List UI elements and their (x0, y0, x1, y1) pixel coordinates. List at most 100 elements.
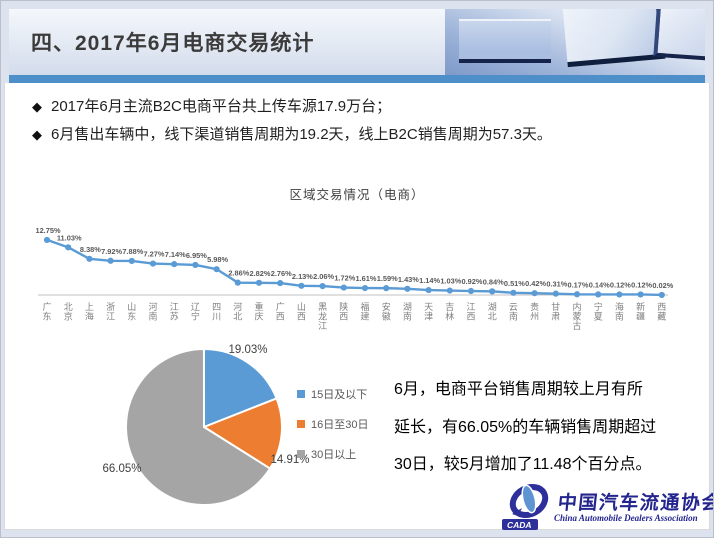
svg-text:黑龙江: 黑龙江 (318, 302, 327, 331)
svg-text:西藏: 西藏 (657, 302, 666, 322)
line-chart-title: 区域交易情况（电商） (289, 188, 425, 202)
legend-swatch (297, 390, 305, 398)
svg-text:福建: 福建 (360, 301, 369, 322)
svg-text:内蒙古: 内蒙古 (572, 301, 581, 331)
svg-text:11.03%: 11.03% (57, 233, 82, 242)
bullet-list: ◆ 2017年6月主流B2C电商平台共上传车源17.9万台； ◆ 6月售出车辆中，线… (32, 93, 672, 149)
logo-text-cn: 中国汽车流通协会 (556, 493, 714, 514)
svg-text:0.14%: 0.14% (589, 280, 610, 289)
svg-text:安徽: 安徽 (382, 301, 391, 322)
svg-text:0.17%: 0.17% (568, 280, 589, 289)
svg-text:0.12%: 0.12% (631, 280, 652, 289)
svg-text:0.42%: 0.42% (525, 279, 546, 288)
pie-legend: 15日及以下 16日至30日 30日以上 (297, 379, 368, 469)
svg-text:广西: 广西 (276, 301, 285, 322)
bullet-text: 6月售出车辆中，线下渠道销售周期为19.2天，线上B2C销售周期为57.3天。 (51, 126, 552, 143)
summary-line: 30日，较5月增加了11.48个百分点。 (394, 456, 652, 473)
svg-text:2.06%: 2.06% (313, 272, 334, 281)
svg-text:0.12%: 0.12% (610, 280, 631, 289)
diamond-icon: ◆ (32, 127, 42, 142)
svg-text:7.14%: 7.14% (165, 250, 186, 259)
svg-text:7.27%: 7.27% (144, 250, 165, 259)
svg-text:1.72%: 1.72% (334, 274, 355, 283)
svg-text:0.84%: 0.84% (483, 277, 504, 286)
svg-text:1.59%: 1.59% (377, 274, 398, 283)
legend-swatch (297, 450, 305, 458)
svg-text:5.98%: 5.98% (207, 255, 228, 264)
svg-text:0.31%: 0.31% (546, 280, 567, 289)
svg-text:6.95%: 6.95% (186, 251, 207, 260)
svg-text:重庆: 重庆 (254, 301, 263, 322)
logo-mark-text: CADA (507, 520, 532, 530)
svg-text:甘肃: 甘肃 (551, 301, 560, 322)
svg-text:山东: 山东 (127, 302, 136, 322)
page-title: 四、2017年6月电商交易统计 (31, 32, 315, 55)
legend-label: 16日至30日 (311, 419, 369, 431)
cube-icon (562, 9, 666, 68)
cada-logo-icon: CADA (502, 484, 549, 530)
svg-text:陕西: 陕西 (339, 301, 348, 322)
svg-text:8.38%: 8.38% (80, 245, 101, 254)
logo: CADA 中国汽车流通协会 China Automobile Dealers A… (500, 482, 714, 532)
svg-text:新疆: 新疆 (636, 301, 645, 322)
bullet-item: ◆ 6月售出车辆中，线下渠道销售周期为19.2天，线上B2C销售周期为57.3天。 (32, 121, 672, 149)
legend-item: 16日至30日 (297, 409, 368, 439)
svg-text:广东: 广东 (42, 301, 51, 322)
svg-text:7.92%: 7.92% (101, 247, 122, 256)
svg-text:河南: 河南 (148, 301, 157, 322)
svg-text:12.75%: 12.75% (35, 226, 60, 235)
summary-line: 6月，电商平台销售周期较上月有所 (394, 381, 643, 398)
svg-text:0.02%: 0.02% (652, 281, 673, 290)
svg-text:吉林: 吉林 (445, 302, 454, 322)
svg-text:2.86%: 2.86% (228, 269, 249, 278)
svg-text:2.13%: 2.13% (292, 272, 313, 281)
svg-text:2.76%: 2.76% (271, 269, 292, 278)
svg-text:贵州: 贵州 (530, 301, 539, 322)
legend-label: 15日及以下 (311, 389, 368, 401)
legend-item: 15日及以下 (297, 379, 368, 409)
svg-text:辽宁: 辽宁 (191, 302, 200, 322)
svg-text:上海: 上海 (85, 302, 94, 322)
svg-text:19.03%: 19.03% (228, 344, 267, 356)
svg-text:山西: 山西 (297, 302, 306, 322)
pie-chart: 19.03%14.91%66.05% (102, 344, 310, 506)
cube-icon (459, 19, 551, 63)
svg-text:海南: 海南 (615, 301, 624, 322)
header-band: 四、2017年6月电商交易统计 (9, 9, 705, 75)
svg-text:湖北: 湖北 (488, 302, 497, 322)
bullet-item: ◆ 2017年6月主流B2C电商平台共上传车源17.9万台； (32, 93, 672, 121)
svg-text:河北: 河北 (233, 301, 242, 322)
logo-text-en: China Automobile Dealers Association (554, 513, 698, 523)
svg-text:1.14%: 1.14% (419, 276, 440, 285)
svg-text:浙江: 浙江 (106, 301, 115, 322)
svg-text:宁夏: 宁夏 (594, 301, 603, 322)
svg-text:0.51%: 0.51% (504, 279, 525, 288)
legend-label: 30日以上 (311, 449, 357, 461)
svg-text:江西: 江西 (466, 302, 475, 322)
svg-text:1.03%: 1.03% (440, 277, 461, 286)
summary-line: 延长，有66.05%的车辆销售周期超过 (394, 418, 657, 436)
legend-item: 30日以上 (297, 439, 368, 469)
svg-text:66.05%: 66.05% (102, 463, 141, 475)
svg-text:湖南: 湖南 (403, 302, 412, 322)
svg-text:天津: 天津 (424, 302, 433, 322)
svg-text:四川: 四川 (212, 302, 221, 322)
diamond-icon: ◆ (32, 99, 42, 114)
accent-bar (9, 75, 705, 83)
svg-text:7.88%: 7.88% (122, 247, 143, 256)
summary-text: 6月，电商平台销售周期较上月有所 延长，有66.05%的车辆销售周期超过 30日… (394, 371, 694, 484)
content-panel: ◆ 2017年6月主流B2C电商平台共上传车源17.9万台； ◆ 6月售出车辆中，线… (4, 83, 714, 532)
svg-text:2.82%: 2.82% (250, 269, 271, 278)
bullet-text: 2017年6月主流B2C电商平台共上传车源17.9万台； (51, 98, 392, 115)
legend-swatch (297, 420, 305, 428)
svg-text:1.61%: 1.61% (356, 274, 377, 283)
cube-graphic (445, 9, 705, 75)
cube-icon (653, 9, 705, 62)
line-chart: 12.75%11.03% 8.38% 7.92% 7.88% 7.27% 7.14% 6.9… (35, 226, 673, 331)
svg-text:云南: 云南 (509, 302, 518, 322)
svg-text:江苏: 江苏 (170, 302, 179, 322)
svg-text:0.92%: 0.92% (462, 277, 483, 286)
svg-text:北京: 北京 (64, 302, 73, 322)
svg-text:1.43%: 1.43% (398, 275, 419, 284)
